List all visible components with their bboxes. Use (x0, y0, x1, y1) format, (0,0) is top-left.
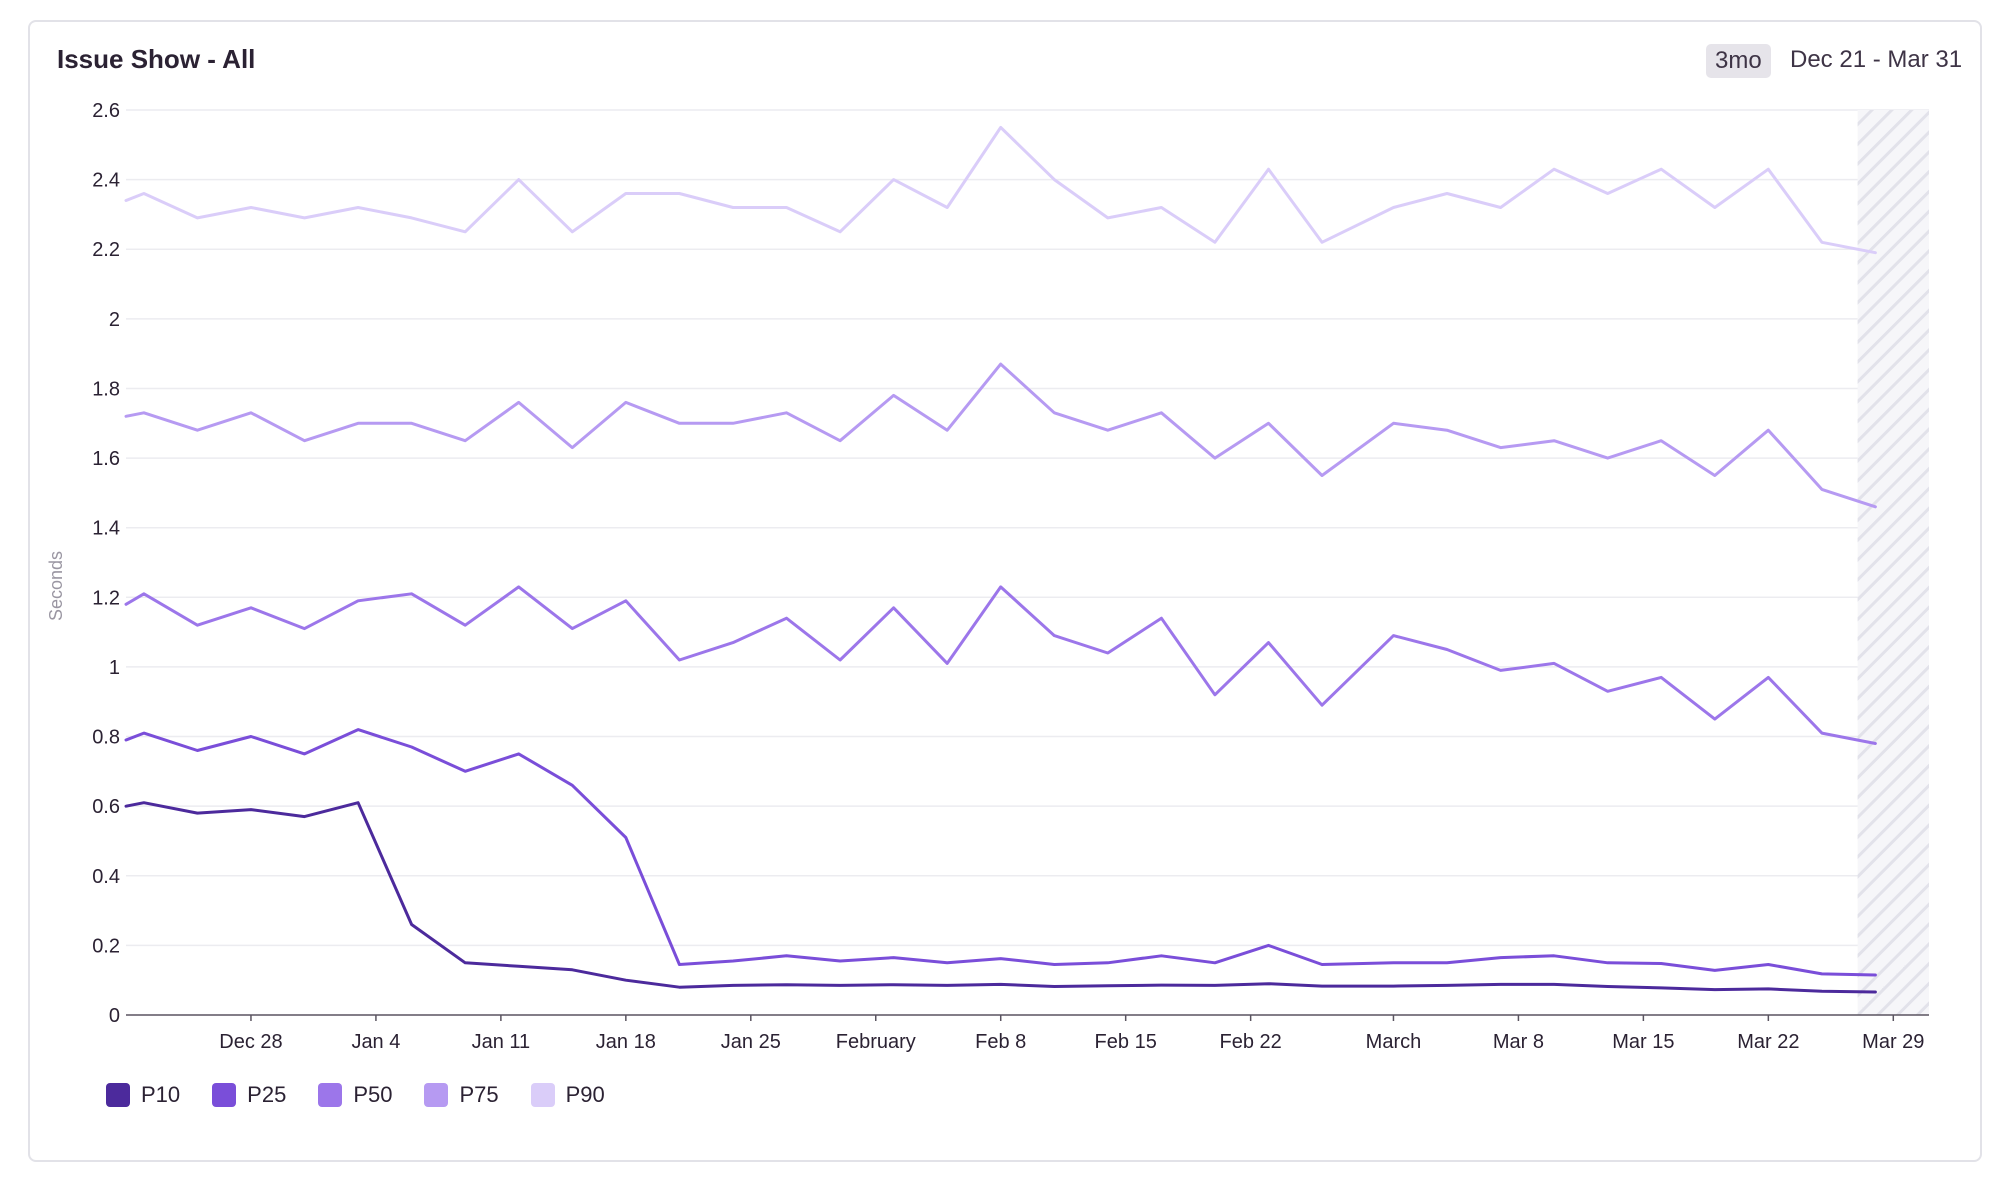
x-tick-label: Mar 22 (1737, 1031, 1799, 1053)
y-tick-label: 1.6 (92, 448, 120, 470)
grid-lines (126, 109, 1929, 947)
series-line-p10 (124, 801, 1877, 994)
x-tick-label: Dec 28 (219, 1031, 282, 1053)
y-tick-label: 1.4 (92, 518, 120, 540)
legend-label: P75 (459, 1082, 499, 1107)
legend-item-p75[interactable]: P75 (424, 1082, 499, 1108)
x-tick-label: Jan 25 (721, 1031, 781, 1053)
y-tick-label: 2.6 (92, 100, 120, 122)
x-tick-label: Jan 18 (596, 1031, 656, 1053)
x-tick-label: Jan 11 (472, 1031, 531, 1053)
legend-item-p10[interactable]: P10 (106, 1082, 180, 1108)
legend-swatch (530, 1083, 555, 1107)
legend-swatch (424, 1083, 449, 1107)
range-badge[interactable]: 3mo (1706, 44, 1771, 78)
legend-label: P50 (353, 1082, 393, 1107)
panel-title: Issue Show - All (57, 44, 256, 74)
incomplete-period-hatch (1857, 110, 1929, 1015)
series-line-p75 (124, 362, 1877, 509)
y-tick-label: 0.4 (92, 866, 120, 888)
x-tick-label: Feb 22 (1220, 1031, 1282, 1053)
x-tick-label: February (836, 1031, 916, 1053)
incomplete-period-region (1857, 110, 1929, 1015)
series-line-p90 (124, 125, 1877, 255)
series-line-p25 (124, 728, 1877, 977)
legend-swatch (212, 1083, 237, 1107)
y-tick-label: 1 (109, 657, 120, 679)
axes: 0 0.2 0.4 0.6 0.8 1 1.2 1.4 1.6 1.8 2 2.2 2.4 2.6 Dec … (92, 100, 1929, 1053)
chart-legend: P10 P25 P50 P75 P90 (106, 1082, 637, 1108)
legend-swatch (318, 1083, 343, 1107)
x-tick-label: March (1366, 1031, 1422, 1053)
x-tick-label: Mar 15 (1612, 1031, 1674, 1053)
x-tick-label: Mar 29 (1862, 1031, 1924, 1053)
legend-label: P10 (141, 1082, 181, 1107)
x-tick-label: Feb 15 (1095, 1031, 1157, 1053)
x-tick-label: Jan 4 (351, 1031, 400, 1053)
y-tick-label: 2 (109, 309, 120, 331)
series-line-p50 (124, 585, 1877, 745)
x-tick-label: Feb 8 (975, 1031, 1026, 1053)
x-tick-label: Mar 8 (1493, 1031, 1544, 1053)
series-lines (124, 125, 1877, 994)
y-tick-label: 0.6 (92, 796, 120, 818)
range-text: Dec 21 - Mar 31 (1790, 46, 1963, 73)
y-tick-label: 1.8 (92, 378, 120, 400)
y-tick-label: 0.2 (92, 935, 120, 957)
legend-item-p50[interactable]: P50 (318, 1082, 392, 1108)
y-tick-label: 0 (109, 1005, 120, 1027)
y-tick-label: 2.4 (92, 170, 120, 192)
y-tick-label: 2.2 (92, 239, 120, 261)
legend-item-p25[interactable]: P25 (212, 1082, 286, 1108)
legend-label: P25 (247, 1082, 287, 1107)
y-axis-title: Seconds (46, 551, 66, 621)
y-tick-label: 1.2 (92, 587, 120, 609)
legend-label: P90 (565, 1082, 605, 1107)
legend-item-p90[interactable]: P90 (530, 1082, 605, 1108)
legend-swatch (106, 1083, 130, 1107)
y-tick-label: 0.8 (92, 727, 120, 749)
